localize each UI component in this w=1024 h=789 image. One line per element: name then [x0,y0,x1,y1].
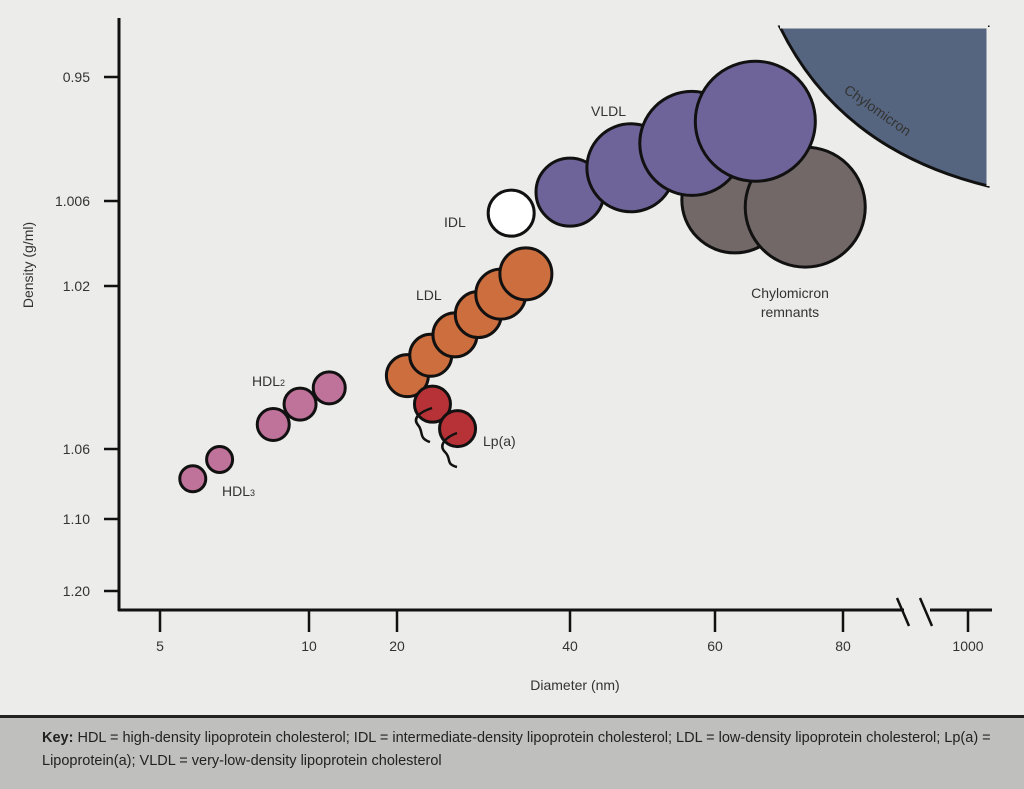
x-tick-label: 20 [389,638,405,654]
y-axis-label: Density (g/ml) [20,222,36,308]
x-tick-label: 5 [156,638,164,654]
y-tick-label: 1.02 [63,278,90,294]
x-tick-label: 60 [707,638,723,654]
hdl-particle [205,445,235,474]
axis-break [895,597,934,627]
key-label: Key: [42,730,74,746]
ldl-particle [498,246,554,302]
y-tick-label: 1.10 [63,511,90,527]
lipoprotein-chart: Chylomicron 5 10 20 40 60 80 1000 0.95 1.006 1.02… [20,18,992,693]
chylomicron-shape [777,25,990,188]
y-tick-label: 1.20 [63,583,90,599]
ldl-label: LDL [416,287,442,303]
hdl-particle [255,407,291,443]
y-tick-label: 1.06 [63,441,90,457]
vldl-label: VLDL [591,103,626,119]
lpa-tail [414,406,433,444]
lpa-label: Lp(a) [483,433,516,449]
x-axis-label: Diameter (nm) [530,677,619,693]
x-tick-label: 10 [301,638,317,654]
hdl-particle [178,464,208,494]
lp-a-particle [412,384,452,424]
vldl-particle [693,59,817,183]
x-tick-label: 1000 [952,638,983,654]
remnants-label-line2: remnants [761,304,819,320]
remnants-label-line1: Chylomicron [751,285,829,301]
y-tick-label: 1.006 [55,193,90,209]
hdl3-label: HDL3 [222,483,255,499]
y-tick-label: 0.95 [63,69,90,85]
hdl-particle [311,370,347,406]
hdl2-label: HDL2 [252,373,285,389]
key-text: HDL = high-density lipoprotein cholester… [42,730,991,769]
idl-label: IDL [444,214,466,230]
x-tick-label: 80 [835,638,851,654]
key-legend: Key: HDL = high-density lipoprotein chol… [0,715,1024,789]
x-tick-label: 40 [562,638,578,654]
hdl-particle [282,386,318,422]
lpa-tail [441,431,458,469]
particle-marks [178,59,867,494]
idl-particle [486,188,536,238]
